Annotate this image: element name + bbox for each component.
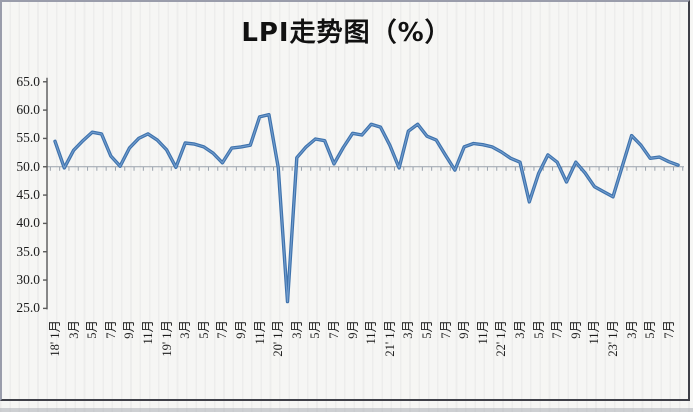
x-axis-label: 3月 xyxy=(513,320,527,339)
x-axis-label: 5月 xyxy=(643,320,658,339)
x-axis-label: 5月 xyxy=(531,320,546,339)
x-axis-label: 3月 xyxy=(178,320,193,339)
x-axis-label: 7月 xyxy=(550,320,565,339)
image-bottom-edge xyxy=(0,408,693,412)
y-axis-label: 35.0 xyxy=(16,243,40,259)
x-axis-label: 7月 xyxy=(438,320,453,339)
x-axis-label: 7月 xyxy=(661,320,676,339)
y-axis-label: 55.0 xyxy=(16,130,40,146)
x-axis-label: 5月 xyxy=(196,320,211,339)
x-axis-label: 11月 xyxy=(475,320,490,345)
x-axis-label: 11月 xyxy=(141,320,155,345)
data-line xyxy=(53,112,680,304)
x-axis-label: 20' 1月 xyxy=(271,320,286,357)
x-axis-label: 18' 1月 xyxy=(48,320,62,357)
data-line-highlight xyxy=(54,114,679,303)
x-axis-label: 9月 xyxy=(345,320,360,339)
x-axis-label: 11月 xyxy=(364,320,379,345)
x-axis-label: 21' 1月 xyxy=(382,320,397,357)
y-axis-label: 65.0 xyxy=(16,73,40,89)
y-axis-label: 45.0 xyxy=(16,187,40,203)
x-axis-label: 5月 xyxy=(420,320,434,339)
x-axis-label: 3月 xyxy=(66,320,81,339)
x-axis-label: 9月 xyxy=(568,320,583,339)
x-axis-label: 7月 xyxy=(327,320,341,339)
x-axis-label: 9月 xyxy=(457,320,472,339)
x-axis-label: 5月 xyxy=(85,320,100,339)
x-axis-label: 11月 xyxy=(587,320,602,345)
y-axis-label: 50.0 xyxy=(16,158,40,174)
chart-title: LPI走势图（%） xyxy=(241,18,452,48)
y-axis-label: 25.0 xyxy=(16,300,40,316)
x-axis-label: 3月 xyxy=(289,320,304,339)
y-axis-label: 60.0 xyxy=(16,102,40,118)
x-axis-label: 19' 1月 xyxy=(159,320,174,357)
x-axis-label: 23' 1月 xyxy=(606,320,620,357)
x-axis-label: 5月 xyxy=(308,320,323,339)
x-axis-label: 3月 xyxy=(624,320,639,339)
x-axis-label: 7月 xyxy=(103,320,118,339)
x-axis-label: 22' 1月 xyxy=(494,320,509,357)
x-axis-label: 9月 xyxy=(234,320,248,339)
y-axis-label: 30.0 xyxy=(16,272,40,288)
x-axis-label: 3月 xyxy=(401,320,416,339)
x-axis-label: 9月 xyxy=(122,320,137,339)
y-axis-label: 40.0 xyxy=(16,215,40,231)
x-axis-label: 7月 xyxy=(215,320,230,339)
x-axis-label: 11月 xyxy=(252,320,267,345)
